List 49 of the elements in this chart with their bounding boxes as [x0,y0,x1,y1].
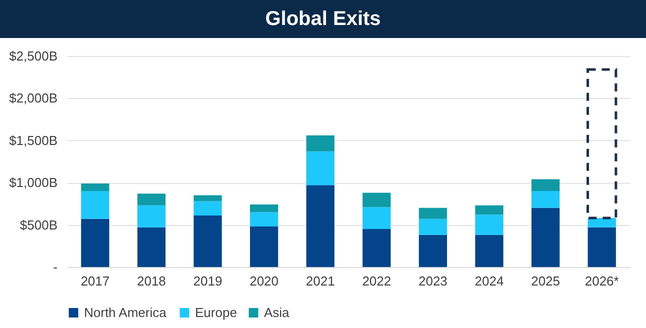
x-tick-label: 2024 [474,274,504,288]
x-tick-label: 2022 [362,274,392,288]
bar [137,227,166,267]
x-tick-label: 2023 [418,274,448,288]
bar [418,218,448,235]
bar [250,226,278,267]
bar [588,227,616,267]
y-tick-label: - [53,260,58,274]
bar [588,218,616,228]
bar [475,234,504,267]
x-tick-label: 2020 [250,274,279,288]
bar [81,218,110,267]
y-tick-label: $1,500B [9,132,58,148]
legend-label: Asia [264,304,290,320]
bar [306,185,334,267]
x-tick-label: 2025 [531,274,560,288]
bar [362,229,391,267]
bar [194,201,222,216]
bar [531,191,560,208]
y-tick-label: $2,000B [9,90,58,106]
x-tick-label: 2026* [584,274,619,288]
bar [306,135,334,152]
bar [475,214,504,235]
bar [362,192,391,208]
y-tick-label: $2,500B [9,48,58,64]
bar [475,205,504,215]
y-tick-label: $1,000B [9,175,58,190]
bar [362,207,391,230]
legend-label: Europe [195,304,237,320]
bar [418,234,448,267]
bar [250,212,278,226]
chart-title: Global Exits [0,0,646,38]
bar [306,151,334,186]
bar [137,205,166,228]
legend-label: North America [84,304,168,320]
bar [418,208,448,219]
x-tick-label: 2021 [306,274,335,288]
bar [81,191,110,219]
y-tick-label: $500B [20,217,58,232]
x-tick-label: 2017 [80,274,110,288]
bar [531,208,560,267]
x-tick-label: 2019 [193,274,222,288]
x-tick-label: 2018 [136,274,166,288]
bar [250,204,278,212]
bar [137,194,166,206]
bar [531,179,560,192]
bar [194,195,222,202]
bar [194,216,222,267]
bar [81,183,110,192]
